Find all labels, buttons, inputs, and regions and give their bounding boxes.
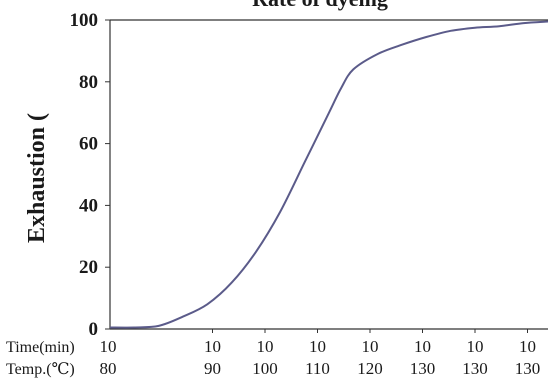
chart-title: Rate of dyeing xyxy=(252,0,388,11)
x-tick-label: 10 xyxy=(519,337,536,356)
y-tick-label: 40 xyxy=(79,195,98,216)
y-tick-label: 100 xyxy=(70,10,99,31)
x-tick-label: 130 xyxy=(462,359,488,378)
y-axis-label: Exhaustion ( xyxy=(24,113,50,243)
y-tick-label: 80 xyxy=(79,72,98,93)
x-tick-label: 10 xyxy=(414,337,431,356)
x-tick-label: 130 xyxy=(410,359,436,378)
x-tick-label: 10 xyxy=(257,337,274,356)
y-tick-label: 20 xyxy=(79,257,98,278)
y-tick-label: 60 xyxy=(79,134,98,155)
x-tick-label: 10 xyxy=(100,337,117,356)
x-tick-label: 10 xyxy=(362,337,379,356)
x-tick-label: 130 xyxy=(515,359,541,378)
y-tick-label: 0 xyxy=(89,319,99,340)
series-line xyxy=(109,20,548,329)
x-tick-label: 90 xyxy=(204,359,221,378)
series-group xyxy=(109,20,548,329)
x-tick-label: 110 xyxy=(305,359,330,378)
x-row-label: Temp.(℃) xyxy=(6,361,75,378)
x-category-rows: Time(min)101010101010101010Temp.(℃)80901… xyxy=(6,329,541,378)
x-tick-label: 10 xyxy=(204,337,221,356)
x-row-label: Time(min) xyxy=(6,339,75,356)
x-tick-label: 10 xyxy=(467,337,484,356)
x-tick-label: 80 xyxy=(100,359,117,378)
x-tick-label: 10 xyxy=(309,337,326,356)
x-tick-label: 120 xyxy=(357,359,383,378)
y-ticks: 0 20 40 60 80 100 xyxy=(70,10,110,340)
x-tick-label: 100 xyxy=(252,359,278,378)
